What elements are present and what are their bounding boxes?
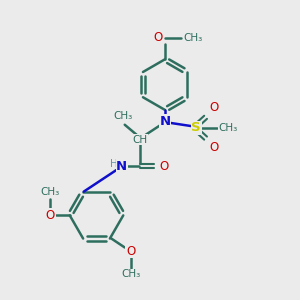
Text: CH: CH: [132, 135, 147, 145]
Text: CH₃: CH₃: [218, 123, 238, 133]
Text: H: H: [110, 159, 118, 169]
Text: O: O: [126, 244, 135, 257]
Text: CH₃: CH₃: [41, 187, 60, 197]
Text: O: O: [209, 101, 218, 114]
Text: O: O: [46, 209, 55, 222]
Text: N: N: [159, 115, 170, 128]
Text: S: S: [191, 121, 201, 134]
Text: O: O: [160, 160, 169, 173]
Text: CH₃: CH₃: [113, 111, 132, 121]
Text: O: O: [209, 141, 218, 154]
Text: CH₃: CH₃: [121, 269, 140, 279]
Text: CH₃: CH₃: [184, 33, 203, 43]
Text: O: O: [154, 32, 163, 44]
Text: N: N: [116, 160, 127, 173]
